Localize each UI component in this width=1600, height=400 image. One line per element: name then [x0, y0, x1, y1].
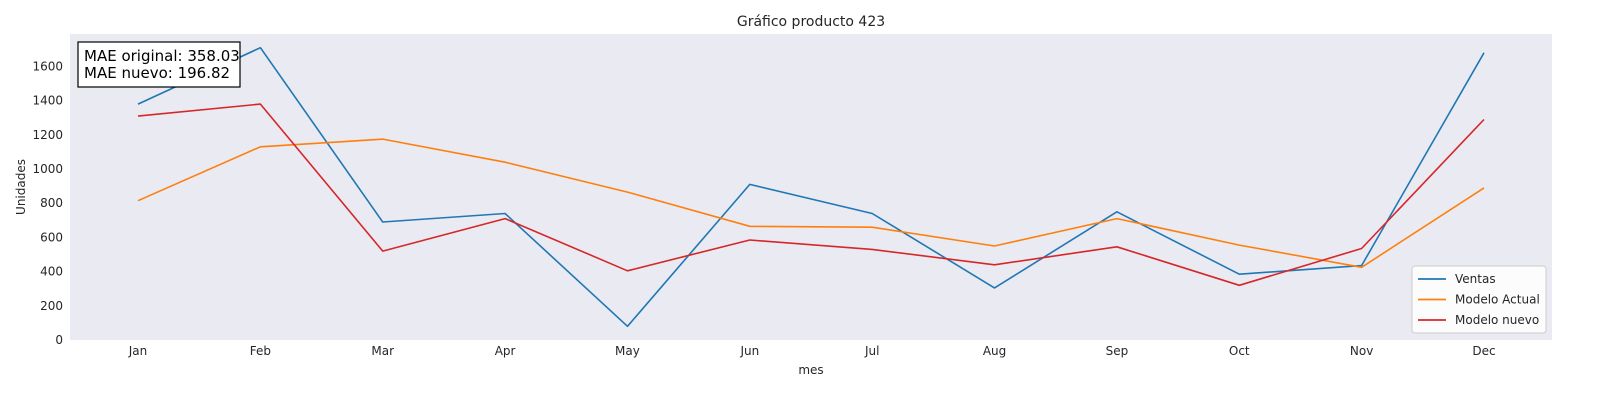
- annotation-box: [77, 41, 241, 88]
- legend-label: Ventas: [1455, 272, 1496, 286]
- y-tick-label: 800: [40, 196, 63, 210]
- x-axis-ticks: Jan Feb Mar Apr May Jun Jul Aug Sep Oct Nov Dec: [128, 344, 1496, 358]
- x-tick-label: Jul: [864, 344, 879, 358]
- mae-annotation: MAE original: 358.03 MAE nuevo: 196.82: [77, 41, 241, 88]
- x-tick-label: Mar: [371, 344, 394, 358]
- y-tick-label: 1600: [32, 59, 63, 73]
- x-tick-label: Sep: [1106, 344, 1129, 358]
- x-tick-label: Jun: [739, 344, 759, 358]
- y-tick-label: 1200: [32, 128, 63, 142]
- y-tick-label: 1000: [32, 162, 63, 176]
- x-tick-label: Oct: [1229, 344, 1250, 358]
- x-tick-label: Feb: [250, 344, 271, 358]
- plot-area: [70, 34, 1552, 340]
- y-tick-label: 600: [40, 230, 63, 244]
- y-tick-label: 200: [40, 299, 63, 313]
- y-tick-label: 0: [55, 333, 63, 347]
- x-tick-label: Dec: [1472, 344, 1495, 358]
- legend-frame: [1411, 265, 1547, 334]
- x-tick-label: Aug: [983, 344, 1006, 358]
- annotation-mae-original: MAE original: 358.03: [84, 47, 240, 65]
- x-tick-label: Nov: [1350, 344, 1373, 358]
- legend-label: Modelo Actual: [1455, 293, 1540, 307]
- series-line-modelo-nuevo: [137, 103, 1485, 287]
- y-tick-label: 1400: [32, 94, 63, 108]
- annotation-mae-nuevo: MAE nuevo: 196.82: [84, 64, 230, 82]
- y-axis-ticks: 0 200 400 600 800 1000 1200 1400 1600: [32, 59, 63, 347]
- legend-label: Modelo nuevo: [1455, 313, 1539, 327]
- series-line-modelo-actual: [137, 138, 1485, 269]
- x-tick-label: May: [615, 344, 640, 358]
- y-tick-label: 400: [40, 265, 63, 279]
- legend: Ventas Modelo Actual Modelo nuevo: [1411, 265, 1547, 334]
- x-axis-title: mes: [798, 363, 823, 377]
- series-lines: [137, 46, 1485, 328]
- x-tick-label: Jan: [128, 344, 148, 358]
- x-tick-label: Apr: [495, 344, 516, 358]
- y-axis-title: Unidades: [14, 159, 28, 215]
- chart-title: Gráfico producto 423: [737, 14, 885, 30]
- series-line-ventas: [137, 46, 1485, 328]
